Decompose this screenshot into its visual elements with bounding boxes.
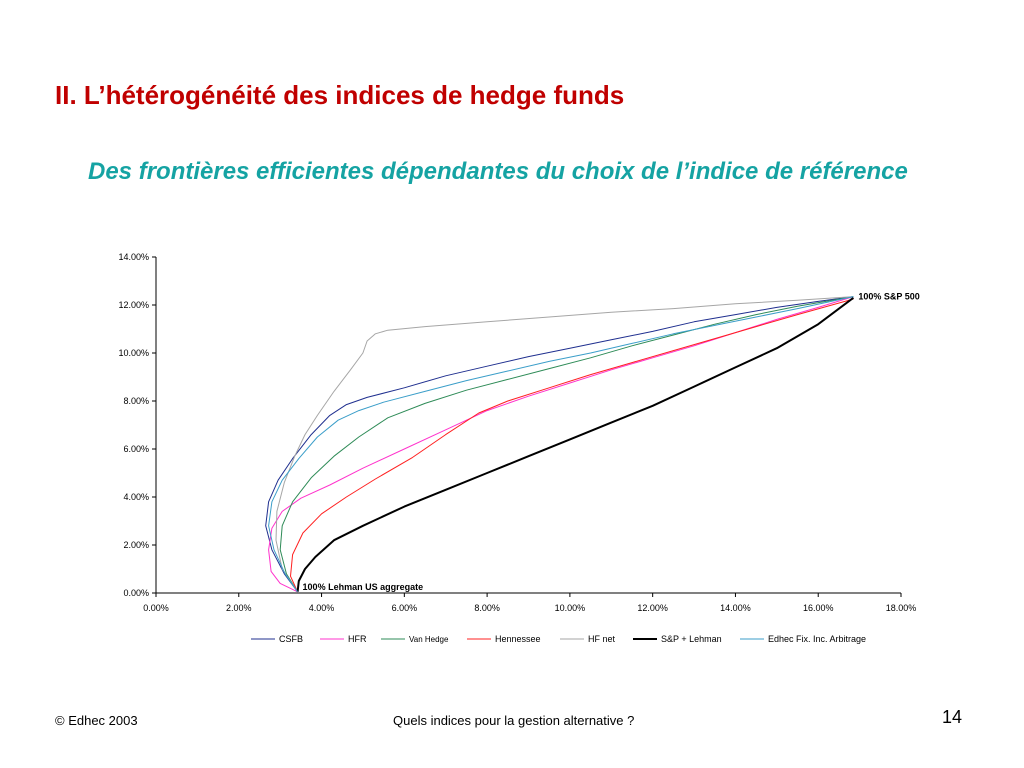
x-tick-label: 4.00% [309, 603, 335, 613]
x-tick-label: 0.00% [143, 603, 169, 613]
footer-presentation-title: Quels indices pour la gestion alternativ… [393, 713, 635, 728]
footer-copyright: © Edhec 2003 [55, 713, 138, 728]
legend-label-1: CSFB [279, 634, 303, 644]
series-line-7 [268, 296, 854, 593]
annotation-lehman: 100% Lehman US aggregate [303, 582, 424, 592]
legend-label-4: Hennessee [495, 634, 541, 644]
x-tick-label: 12.00% [637, 603, 668, 613]
legend-label-3: Van Hedge [409, 635, 449, 644]
y-tick-label: 14.00% [118, 252, 149, 262]
y-tick-label: 10.00% [118, 348, 149, 358]
y-tick-label: 2.00% [123, 540, 149, 550]
page-number: 14 [942, 707, 963, 727]
legend-label-2: HFR [348, 634, 367, 644]
slide-subtitle: Des frontières efficientes dépendantes d… [88, 158, 908, 185]
chart-annotations: 100% S&P 500 100% Lehman US aggregate [303, 292, 920, 592]
chart-legend: CSFB HFR Van Hedge Hennessee HF net S&P + Leh… [251, 634, 866, 644]
y-tick-label: 12.00% [118, 300, 149, 310]
x-tick-label: 18.00% [886, 603, 917, 613]
series-line-2 [268, 296, 854, 593]
series-line-5 [275, 296, 854, 593]
x-tick-label: 6.00% [392, 603, 418, 613]
x-tick-label: 14.00% [720, 603, 751, 613]
series-line-6 [296, 296, 855, 592]
x-tick-label: 16.00% [803, 603, 834, 613]
series-line-3 [279, 296, 854, 593]
y-tick-label: 6.00% [123, 444, 149, 454]
legend-label-5: HF net [588, 634, 616, 644]
y-tick-label: 0.00% [123, 588, 149, 598]
annotation-sp500: 100% S&P 500 [858, 292, 919, 302]
x-tick-label: 8.00% [474, 603, 500, 613]
chart-series-lines [265, 296, 855, 593]
chart-axes: 0.00% 2.00% 4.00% 6.00% 8.00% 10.00% 12.00% 14.… [118, 252, 916, 613]
y-tick-label: 4.00% [123, 492, 149, 502]
x-tick-label: 2.00% [226, 603, 252, 613]
legend-label-7: Edhec Fix. Inc. Arbitrage [768, 634, 866, 644]
series-line-1 [265, 296, 854, 593]
y-tick-label: 8.00% [123, 396, 149, 406]
series-line-4 [290, 298, 854, 593]
x-tick-label: 10.00% [555, 603, 586, 613]
legend-label-6: S&P + Lehman [661, 634, 722, 644]
slide-title: II. L’hétérogénéité des indices de hedge… [55, 80, 625, 110]
